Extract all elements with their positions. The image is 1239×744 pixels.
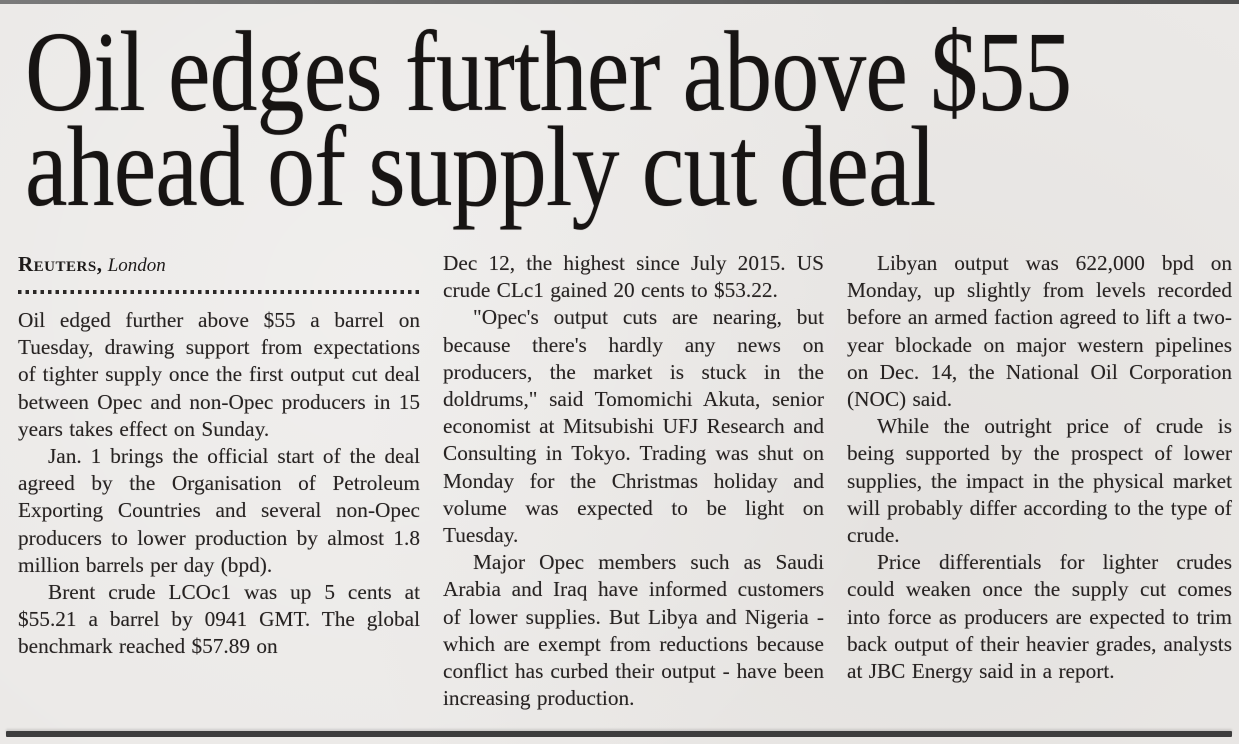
article-body: Reuters, London Oil edged further above … [18,250,1232,712]
paragraph: Major Opec members such as Saudi Arabia … [443,550,824,711]
paragraph: Libyan output was 622,000 bpd on Monday,… [847,251,1232,412]
column-2: Dec 12, the highest since July 2015. US … [443,250,824,712]
byline-agency: Reuters, [18,252,103,276]
byline-location: London [107,255,166,276]
paragraph: Oil edged further above $55 a barrel on … [18,308,420,441]
paragraph: Price differentials for lighter crudes c… [847,550,1232,684]
top-edge-rule [0,0,1239,4]
dotted-rule [18,290,420,294]
paragraph: Dec 12, the highest since July 2015. US … [443,251,824,303]
byline: Reuters, London [18,252,420,278]
paragraph: Jan. 1 brings the official start of the … [18,444,420,577]
headline-line-2: ahead of supply cut deal [25,103,936,230]
column-1: Reuters, London Oil edged further above … [18,250,420,712]
headline-line-1: Oil edges further above $55 [25,8,1072,135]
paragraph: "Opec's output cuts are nearing, but bec… [443,305,824,548]
paragraph: While the outright price of crude is bei… [847,414,1232,548]
column-3: Libyan output was 622,000 bpd on Monday,… [847,250,1232,712]
bottom-edge-rule [6,731,1232,737]
headline: Oil edges further above $55 ahead of sup… [25,8,1072,230]
paragraph: Brent crude LCOc1 was up 5 cents at $55.… [18,580,420,659]
